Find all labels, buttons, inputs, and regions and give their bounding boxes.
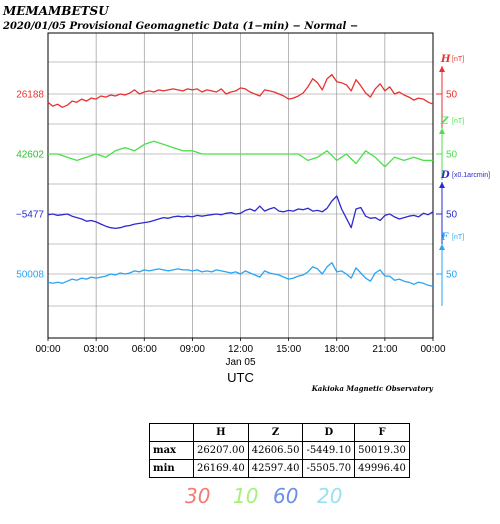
left-label-f: 50008 [16,270,44,281]
x-axis-title: UTC [227,370,254,385]
table-header-f: F [354,423,410,442]
plot-grid [48,33,433,338]
table-row: min 26169.40 42597.40 -5505.70 49996.40 [149,459,410,478]
station-title: MEMAMBETSU [2,4,110,18]
table-header-d: D [302,423,356,442]
max-f-value: 50019.30 [354,441,410,460]
min-h-value: 26169.40 [193,459,249,478]
axis-f-name: F [440,232,449,243]
left-label-z: 42602 [16,150,44,161]
axis-z-unit: [nT] [452,118,464,125]
x-tick-label: 03:00 [84,344,109,355]
series-layer [47,73,434,288]
row-label-min: min [149,459,194,478]
axis-h-unit: [nT] [452,56,464,63]
axis-z-arrow [439,128,445,134]
axis-d-tick-label: 50 [446,210,458,221]
series-h-line [47,73,434,108]
row-label-max: max [149,441,194,460]
table-row: max 26207.00 42606.50 -5449.10 50019.30 [149,441,410,460]
axis-h-name: H [440,54,451,65]
series-f-line [47,262,434,288]
table-corner-cell [149,423,194,442]
x-tick-label: 18:00 [324,344,349,355]
x-tick-label: 21:00 [372,344,397,355]
observatory-credit: Kakioka Magnetic Observatory [311,384,434,393]
left-label-h: 26188 [16,90,44,101]
x-tick-label: 00:00 [420,344,445,355]
statistics-table: H Z D F max 26207.00 42606.50 -5449.10 5… [149,423,410,478]
x-date-label: Jan 05 [225,357,255,368]
scale-f: 20 [317,484,343,508]
series-z-line [48,140,433,168]
axis-f-arrow [439,244,445,250]
chart-subtitle: 2020/01/05 Provisional Geomagnetic Data … [2,21,358,32]
right-axes: H [nT]50Z [nT]50D [x0.1arcmin]50F [nT]50 [436,54,490,306]
x-tick-label: 06:00 [132,344,157,355]
x-tick-label: 12:00 [228,344,253,355]
axis-d-unit: [x0.1arcmin] [452,172,490,179]
axis-f-tick-label: 50 [446,270,458,281]
max-d-value: -5449.10 [302,441,356,460]
axis-z-name: Z [440,116,449,127]
min-z-value: 42597.40 [247,459,304,478]
axis-h-tick-label: 50 [446,90,458,101]
axis-h-arrow [439,66,445,72]
x-tick-label: 15:00 [276,344,301,355]
axis-d-arrow [439,182,445,188]
x-tick-label: 00:00 [35,344,60,355]
max-z-value: 42606.50 [247,441,304,460]
table-header-z: Z [247,423,304,442]
left-value-labels: 26188 42602 −5477 50008 [16,90,45,281]
series-d-line [47,195,434,230]
table-header-row: H Z D F [149,423,410,442]
axis-z-tick-label: 50 [446,150,458,161]
scale-d: 60 [273,484,299,508]
min-f-value: 49996.40 [354,459,410,478]
scale-h: 30 [185,484,211,508]
scale-z: 10 [233,484,259,508]
axis-d-name: D [440,170,450,181]
max-h-value: 26207.00 [193,441,249,460]
table-header-h: H [193,423,249,442]
x-tick-label: 09:00 [180,344,205,355]
x-tick-labels: 00:00 03:00 06:00 09:00 12:00 15:00 18:00 21:00… [35,338,446,355]
min-d-value: -5505.70 [302,459,356,478]
axis-f-unit: [nT] [452,234,464,241]
left-label-d: −5477 [16,210,45,221]
